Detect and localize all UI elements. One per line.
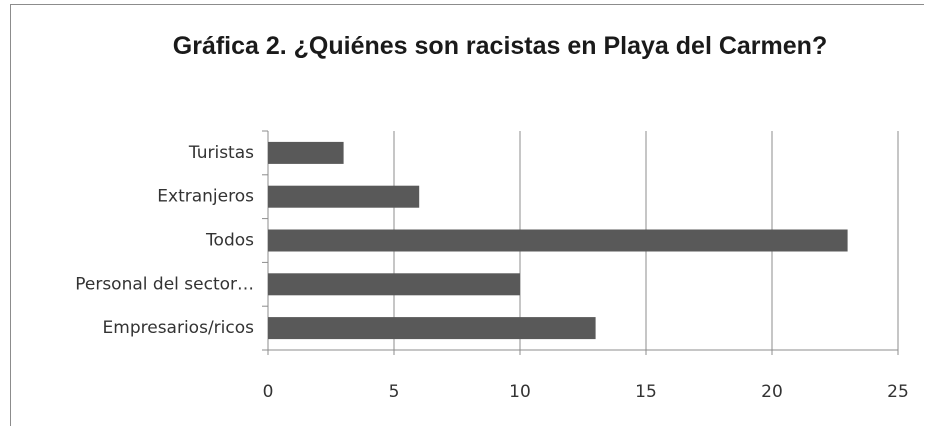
- y-tick-label: Turistas: [188, 143, 254, 163]
- y-tick-label: Empresarios/ricos: [103, 318, 255, 338]
- bar: [268, 229, 848, 252]
- chart-frame: [10, 4, 924, 426]
- x-tick-label: 15: [635, 382, 657, 402]
- x-tick-label: 20: [761, 382, 783, 402]
- bar: [268, 317, 596, 340]
- x-tick-label: 10: [509, 382, 531, 402]
- x-tick-label: 5: [389, 382, 400, 402]
- chart-title: Gráfica 2. ¿Quiénes son racistas en Play…: [172, 32, 828, 60]
- y-tick-label: Extranjeros: [157, 187, 254, 207]
- bar: [268, 273, 520, 296]
- x-tick-label: 0: [263, 382, 274, 402]
- bar: [268, 185, 420, 208]
- y-tick-label: Todos: [205, 231, 254, 251]
- y-tick-label: Personal del sector…: [75, 274, 254, 294]
- bar: [268, 141, 344, 164]
- x-tick-label: 25: [887, 382, 909, 402]
